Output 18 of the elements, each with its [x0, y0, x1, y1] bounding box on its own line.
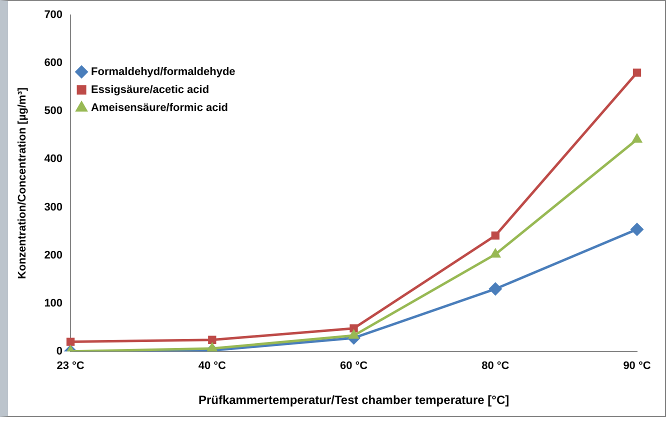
y-tick-label: 200 [44, 249, 63, 262]
y-tick-label: 300 [44, 201, 63, 214]
y-tick-label: 600 [44, 57, 63, 70]
legend-label: Ameisensäure/formic acid [91, 102, 228, 114]
x-tick-label: 60 °C [340, 360, 368, 372]
y-tick-label: 700 [44, 9, 63, 22]
y-axis-title: Konzentration/Concentration [µg/m³] [16, 87, 29, 279]
y-tick-label: 400 [44, 153, 63, 166]
x-tick-label: 40 °C [198, 360, 226, 372]
y-tick-label: 500 [44, 105, 63, 118]
x-axis-title: Prüfkammertemperatur/Test chamber temperature [°C] [198, 393, 510, 408]
y-tick-label: 100 [44, 297, 63, 310]
legend-label: Formaldehyd/formaldehyde [91, 66, 236, 78]
x-tick-label: 23 °C [56, 360, 84, 372]
legend-label: Essigsäure/acetic acid [91, 84, 210, 96]
x-tick-label: 80 °C [482, 360, 510, 372]
y-tick-label: 0 [56, 345, 63, 358]
x-tick-label: 90 °C [623, 360, 651, 372]
